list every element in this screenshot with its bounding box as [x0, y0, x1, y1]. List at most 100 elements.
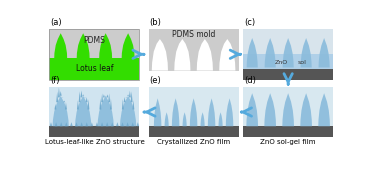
Polygon shape: [80, 90, 83, 97]
Polygon shape: [86, 122, 88, 126]
Polygon shape: [82, 94, 84, 96]
Text: Lotus-leaf-like ZnO structure: Lotus-leaf-like ZnO structure: [44, 139, 144, 145]
FancyBboxPatch shape: [149, 29, 239, 38]
Polygon shape: [54, 104, 57, 109]
Polygon shape: [122, 99, 124, 109]
Polygon shape: [90, 122, 93, 126]
Text: PDMS: PDMS: [83, 36, 105, 45]
Text: Lotus leaf: Lotus leaf: [76, 64, 113, 72]
Polygon shape: [136, 122, 139, 126]
Polygon shape: [122, 33, 135, 60]
Polygon shape: [219, 39, 235, 71]
Polygon shape: [226, 98, 233, 126]
FancyBboxPatch shape: [149, 29, 239, 80]
Polygon shape: [87, 99, 89, 109]
Polygon shape: [201, 112, 205, 126]
Text: PDMS mold: PDMS mold: [172, 30, 215, 39]
Polygon shape: [319, 38, 329, 67]
Polygon shape: [75, 96, 91, 126]
Polygon shape: [182, 112, 187, 126]
Text: ZnO sol-gel film: ZnO sol-gel film: [261, 139, 316, 145]
Polygon shape: [190, 98, 198, 126]
Polygon shape: [63, 101, 65, 102]
Text: sol: sol: [297, 60, 306, 65]
Polygon shape: [127, 95, 129, 96]
FancyBboxPatch shape: [49, 87, 139, 126]
Polygon shape: [58, 87, 60, 97]
Polygon shape: [86, 97, 87, 102]
Polygon shape: [172, 98, 179, 126]
Polygon shape: [70, 122, 73, 126]
FancyBboxPatch shape: [243, 69, 333, 80]
Polygon shape: [120, 96, 136, 126]
Polygon shape: [55, 122, 57, 126]
Polygon shape: [110, 98, 112, 109]
Polygon shape: [75, 122, 78, 126]
Polygon shape: [154, 98, 161, 126]
Polygon shape: [283, 38, 294, 67]
FancyBboxPatch shape: [49, 58, 139, 80]
FancyBboxPatch shape: [243, 87, 333, 126]
Polygon shape: [318, 93, 330, 126]
Polygon shape: [65, 102, 67, 109]
Polygon shape: [100, 98, 101, 109]
Text: (f): (f): [50, 76, 60, 85]
Polygon shape: [77, 100, 79, 109]
FancyBboxPatch shape: [149, 87, 239, 126]
Polygon shape: [80, 122, 83, 126]
Polygon shape: [101, 122, 103, 126]
Polygon shape: [126, 122, 129, 126]
Polygon shape: [174, 39, 190, 71]
FancyBboxPatch shape: [243, 54, 333, 69]
Polygon shape: [65, 122, 67, 126]
Polygon shape: [111, 122, 113, 126]
Polygon shape: [116, 122, 119, 126]
Polygon shape: [246, 93, 258, 126]
Polygon shape: [197, 39, 213, 71]
Polygon shape: [132, 100, 134, 109]
Polygon shape: [106, 94, 108, 97]
Polygon shape: [129, 91, 131, 97]
Polygon shape: [219, 112, 223, 126]
FancyBboxPatch shape: [49, 126, 139, 137]
Polygon shape: [108, 93, 110, 102]
Text: (c): (c): [244, 18, 255, 27]
Polygon shape: [77, 33, 90, 60]
Polygon shape: [60, 122, 63, 126]
Polygon shape: [208, 98, 215, 126]
Polygon shape: [152, 39, 168, 71]
Polygon shape: [131, 122, 134, 126]
Polygon shape: [53, 96, 69, 126]
Text: (a): (a): [50, 18, 62, 27]
Polygon shape: [60, 91, 62, 96]
Polygon shape: [79, 91, 81, 102]
Polygon shape: [282, 93, 294, 126]
Polygon shape: [247, 38, 258, 67]
Polygon shape: [300, 93, 312, 126]
Polygon shape: [265, 38, 276, 67]
Polygon shape: [264, 93, 276, 126]
Polygon shape: [164, 112, 169, 126]
Polygon shape: [106, 122, 109, 126]
Polygon shape: [124, 97, 126, 102]
Text: (b): (b): [149, 18, 161, 27]
Polygon shape: [300, 38, 312, 67]
Polygon shape: [121, 122, 124, 126]
Text: ZnO: ZnO: [274, 60, 288, 65]
Text: (d): (d): [244, 76, 256, 85]
Polygon shape: [54, 33, 67, 60]
Polygon shape: [56, 92, 58, 102]
Polygon shape: [103, 94, 105, 97]
FancyBboxPatch shape: [243, 126, 333, 137]
Polygon shape: [101, 93, 103, 102]
Polygon shape: [131, 91, 133, 102]
Text: Crystallized ZnO film: Crystallized ZnO film: [157, 139, 230, 145]
FancyBboxPatch shape: [149, 38, 239, 71]
Polygon shape: [99, 33, 112, 60]
FancyBboxPatch shape: [149, 126, 239, 137]
FancyBboxPatch shape: [243, 29, 333, 58]
Polygon shape: [96, 122, 98, 126]
Polygon shape: [50, 122, 52, 126]
Text: (e): (e): [149, 76, 161, 85]
FancyBboxPatch shape: [49, 29, 139, 58]
